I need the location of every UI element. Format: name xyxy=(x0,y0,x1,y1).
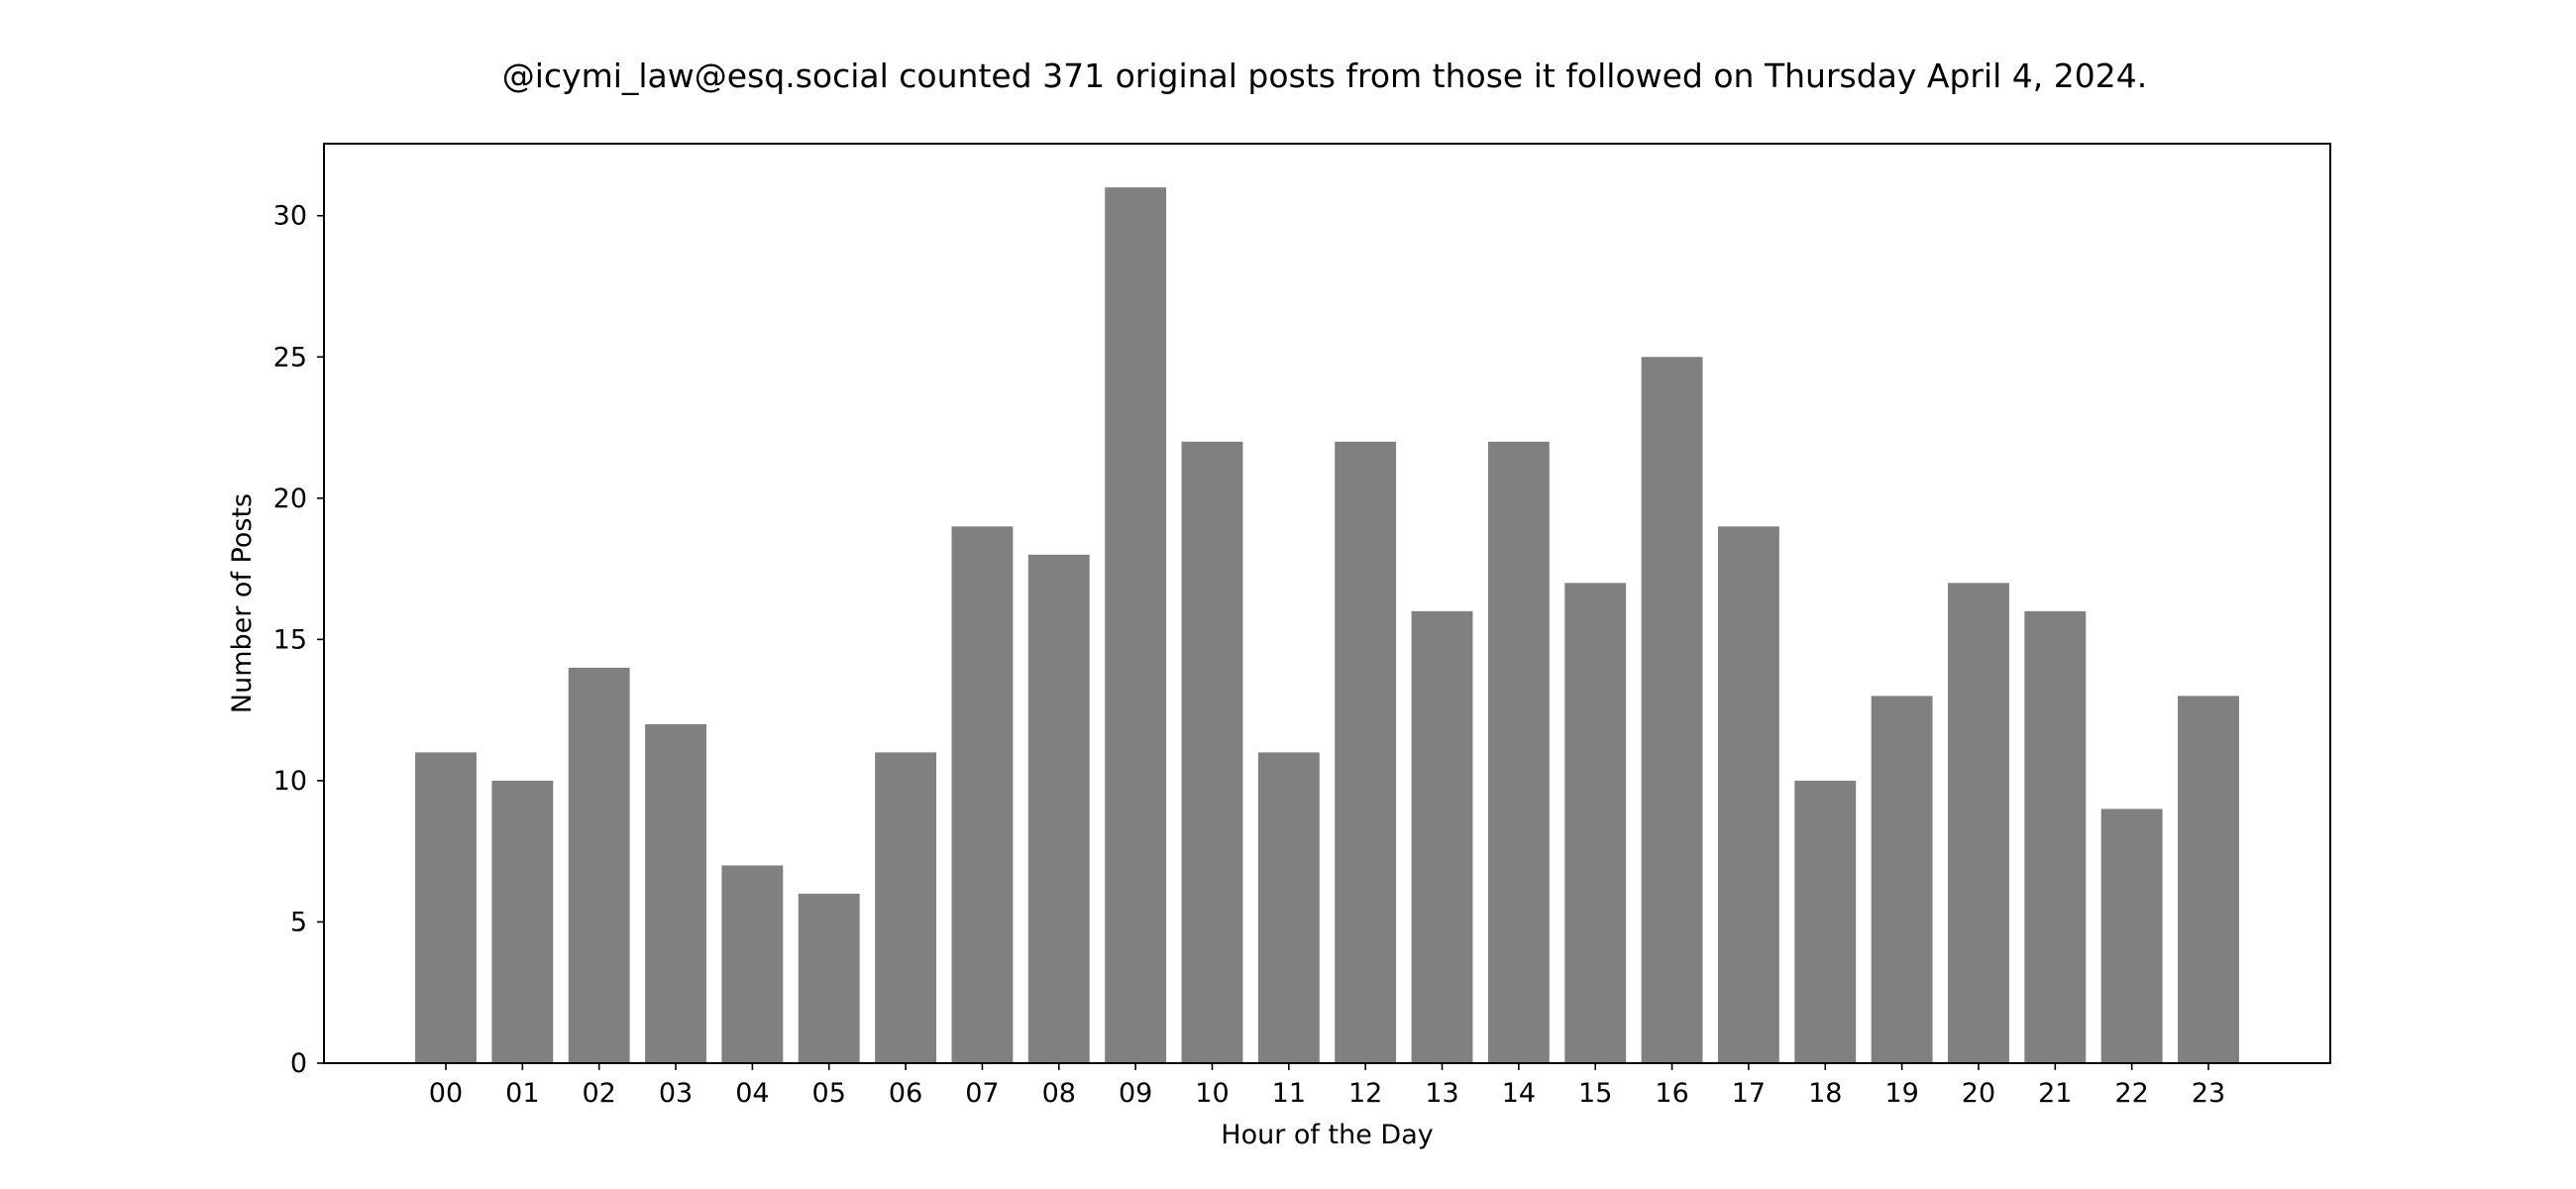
x-tick-label: 19 xyxy=(1884,1078,1918,1109)
x-tick-label: 12 xyxy=(1348,1078,1382,1109)
y-tick-label: 0 xyxy=(290,1048,307,1079)
x-tick-label: 00 xyxy=(429,1078,463,1109)
bar-09 xyxy=(1105,187,1167,1063)
x-tick-label: 11 xyxy=(1272,1078,1306,1109)
bar-13 xyxy=(1411,610,1473,1063)
x-tick-label: 06 xyxy=(889,1078,922,1109)
bar-14 xyxy=(1487,441,1550,1063)
x-tick-label: 17 xyxy=(1732,1078,1766,1109)
bar-11 xyxy=(1257,752,1320,1063)
x-tick-label: 13 xyxy=(1425,1078,1458,1109)
bar-21 xyxy=(2024,610,2087,1063)
x-axis-label: Hour of the Day xyxy=(1221,1120,1433,1150)
bar-02 xyxy=(568,667,630,1063)
x-tick-label: 05 xyxy=(812,1078,846,1109)
x-tick-label: 20 xyxy=(1962,1078,1995,1109)
x-tick-label: 08 xyxy=(1042,1078,1076,1109)
bar-08 xyxy=(1027,554,1090,1063)
bar-18 xyxy=(1794,780,1857,1063)
bar-03 xyxy=(645,723,706,1063)
plot-frame xyxy=(323,143,2331,1064)
bar-10 xyxy=(1181,441,1243,1063)
x-tick-label: 04 xyxy=(735,1078,769,1109)
bar-05 xyxy=(798,893,860,1063)
x-tick-label: 16 xyxy=(1655,1078,1688,1109)
y-axis: 0 5 10 15 20 25 30 xyxy=(273,201,324,1079)
bar-15 xyxy=(1564,583,1627,1063)
x-tick-label: 10 xyxy=(1195,1078,1229,1109)
bar-01 xyxy=(491,780,554,1063)
bar-17 xyxy=(1717,526,1779,1063)
bar-22 xyxy=(2100,809,2163,1063)
x-tick-label: 02 xyxy=(583,1078,616,1109)
x-tick-label: 03 xyxy=(659,1078,693,1109)
y-tick-label: 15 xyxy=(273,624,307,655)
bar-19 xyxy=(1871,696,1933,1063)
y-tick-label: 5 xyxy=(290,907,307,937)
x-axis: 00 01 02 03 04 05 06 07 08 09 10 11 12 13 14 15 16 17 18 19… xyxy=(429,1063,2225,1109)
x-tick-label: 14 xyxy=(1502,1078,1536,1109)
x-tick-label: 09 xyxy=(1119,1078,1152,1109)
y-tick-label: 20 xyxy=(273,484,307,514)
x-tick-label: 21 xyxy=(2038,1078,2072,1109)
bar-07 xyxy=(951,526,1014,1063)
x-tick-label: 07 xyxy=(965,1078,999,1109)
bar-16 xyxy=(1641,357,1703,1064)
bar-23 xyxy=(2178,696,2239,1063)
bar-12 xyxy=(1335,441,1397,1063)
x-tick-label: 23 xyxy=(2192,1078,2225,1109)
chart-title: @icymi_law@esq.social counted 371 origin… xyxy=(502,56,2148,95)
bar-20 xyxy=(1948,583,2009,1063)
bar-06 xyxy=(875,752,937,1063)
y-tick-label: 10 xyxy=(273,766,307,797)
y-tick-label: 30 xyxy=(273,201,307,232)
y-tick-label: 25 xyxy=(273,342,307,373)
x-tick-label: 18 xyxy=(1808,1078,1842,1109)
y-axis-label: Number of Posts xyxy=(227,493,258,713)
x-tick-label: 01 xyxy=(505,1078,539,1109)
bar-00 xyxy=(415,752,477,1063)
x-tick-label: 15 xyxy=(1578,1078,1612,1109)
x-tick-label: 22 xyxy=(2114,1078,2148,1109)
bar-04 xyxy=(721,865,784,1063)
bars-layer xyxy=(415,187,2239,1064)
